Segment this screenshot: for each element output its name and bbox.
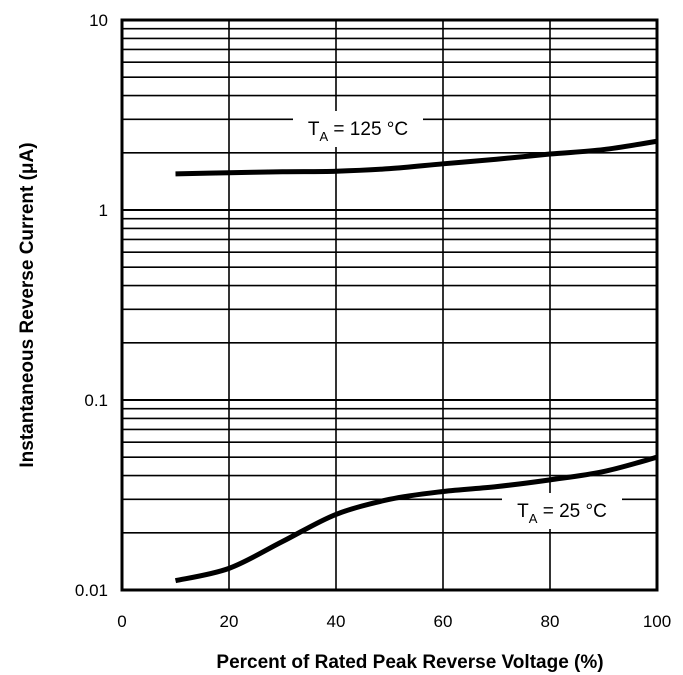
x-tick-label: 100 [643, 612, 671, 631]
y-tick-label: 10 [89, 11, 108, 30]
x-tick-label: 80 [541, 612, 560, 631]
y-axis-title: Instantaneous Reverse Current (μA) [17, 142, 38, 467]
y-tick-label: 0.01 [75, 581, 108, 600]
x-tick-label: 20 [220, 612, 239, 631]
x-tick-label: 60 [434, 612, 453, 631]
y-tick-label: 0.1 [84, 391, 108, 410]
x-axis-title: Percent of Rated Peak Reverse Voltage (%… [216, 652, 603, 673]
x-tick-label: 40 [327, 612, 346, 631]
x-tick-label: 0 [117, 612, 126, 631]
y-tick-label: 1 [99, 201, 108, 220]
